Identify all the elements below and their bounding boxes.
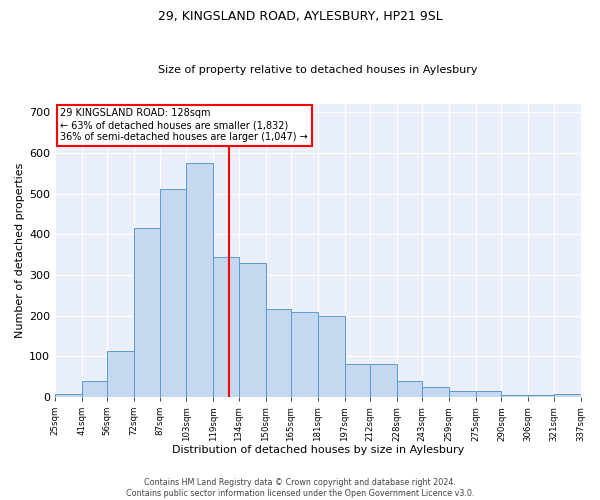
Bar — [214, 256, 239, 397]
Bar — [529, 395, 554, 397]
Bar — [82, 380, 107, 397]
Bar — [422, 387, 449, 397]
Bar — [449, 391, 476, 397]
Bar — [554, 394, 581, 397]
Bar — [502, 395, 529, 397]
Bar — [187, 163, 214, 397]
Bar — [345, 364, 370, 397]
Bar — [476, 391, 502, 397]
Bar — [397, 380, 422, 397]
Y-axis label: Number of detached properties: Number of detached properties — [15, 163, 25, 338]
Bar — [107, 351, 134, 397]
Bar — [318, 316, 345, 397]
Bar — [160, 190, 187, 397]
Bar — [291, 312, 318, 397]
Text: Contains HM Land Registry data © Crown copyright and database right 2024.
Contai: Contains HM Land Registry data © Crown c… — [126, 478, 474, 498]
Text: 29 KINGSLAND ROAD: 128sqm
← 63% of detached houses are smaller (1,832)
36% of se: 29 KINGSLAND ROAD: 128sqm ← 63% of detac… — [61, 108, 308, 142]
Title: Size of property relative to detached houses in Aylesbury: Size of property relative to detached ho… — [158, 66, 478, 76]
X-axis label: Distribution of detached houses by size in Aylesbury: Distribution of detached houses by size … — [172, 445, 464, 455]
Bar — [239, 262, 266, 397]
Text: 29, KINGSLAND ROAD, AYLESBURY, HP21 9SL: 29, KINGSLAND ROAD, AYLESBURY, HP21 9SL — [158, 10, 442, 23]
Bar — [55, 394, 82, 397]
Bar — [370, 364, 397, 397]
Bar — [134, 228, 160, 397]
Bar — [266, 310, 291, 397]
